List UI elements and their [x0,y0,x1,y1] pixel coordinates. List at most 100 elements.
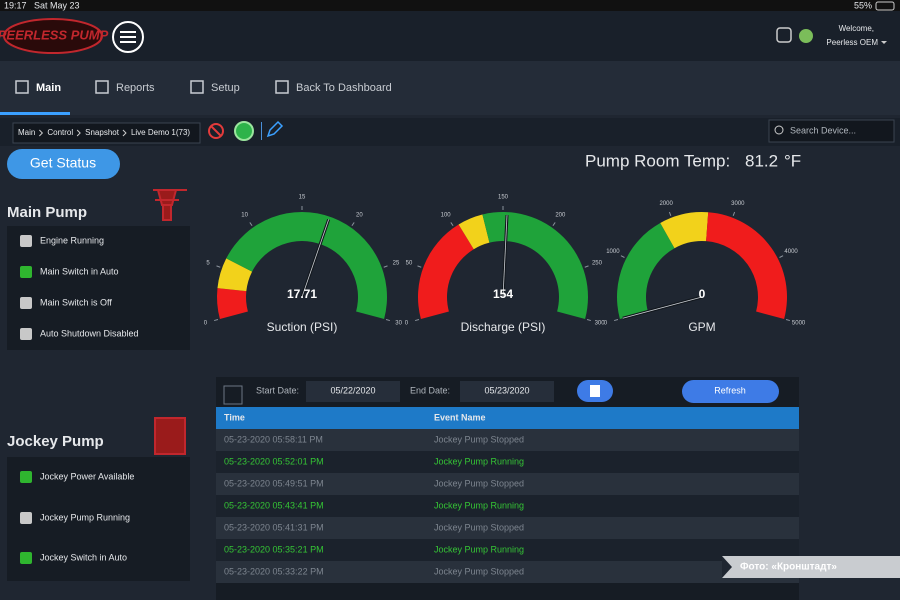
table-row[interactable] [216,539,799,561]
gauge-tick-label: 20 [356,213,363,219]
start-date-value: 05/22/2020 [330,385,375,395]
nav-icon[interactable] [190,80,204,94]
gauge-tick-label: 5000 [792,320,806,326]
table-row[interactable] [216,495,799,517]
battery-icon [875,1,895,11]
breadcrumb-sep [122,129,127,137]
nav-icon[interactable] [95,80,109,94]
room-temp-value: 81.2 [745,151,778,170]
jockey-pump-title: Jockey Pump [7,433,104,450]
end-date-value: 05/23/2020 [484,385,529,395]
breadcrumb-box [12,122,201,144]
indicator-label: Main Switch is Off [40,297,112,307]
indicator [20,471,32,483]
gauge-tick [779,255,784,258]
gauge-tick [216,265,221,268]
nav-icon[interactable] [15,80,29,94]
get-status-button[interactable] [7,149,120,179]
gauge-tick-label: 0 [604,320,608,326]
gauge-tick [213,319,219,322]
devices-icon[interactable] [776,27,792,43]
room-temp-label: Pump Room Temp: [585,151,730,170]
gauge-needle-shine [622,296,703,319]
gauge-value: 154 [493,287,513,301]
event-time: 05-23-2020 05:52:01 PM [224,456,324,466]
notification-badge[interactable] [799,29,813,43]
breadcrumb-item[interactable]: Control [47,128,73,137]
watermark-bg [722,556,900,578]
table-row[interactable] [216,561,799,583]
edit-icon[interactable] [266,120,284,138]
nav-item[interactable]: Reports [116,82,155,94]
breadcrumb-item[interactable]: Main [18,128,35,137]
breadcrumb-sep [76,129,81,137]
gauge-value: 0 [699,287,706,301]
breadcrumb-item[interactable]: Snapshot [85,128,120,137]
indicator [20,552,32,564]
gauge-tick-label: 300 [595,320,606,326]
menu-button[interactable] [112,21,144,53]
event-name: Jockey Pump Stopped [434,566,524,576]
gauge-tick-label: 3000 [731,201,745,207]
nav-item[interactable]: Back To Dashboard [296,82,392,94]
indicator [20,328,32,340]
jockey-pump-panel [7,457,190,581]
gauge-band [418,224,474,319]
gauge-needle-shine [502,215,508,298]
table-row[interactable] [216,517,799,539]
end-date-input[interactable] [460,381,554,402]
status-light[interactable] [234,121,254,141]
gauge-band [226,212,387,319]
start-date-input[interactable] [306,381,400,402]
main-pump-icon [153,189,187,221]
status-battery: 55% [854,0,872,10]
column-header: Time [224,412,245,422]
indicator [20,512,32,524]
indicator-label: Auto Shutdown Disabled [40,328,139,338]
event-name: Jockey Pump Running [434,544,524,554]
nav-item[interactable]: Main [36,82,61,94]
breadcrumb-sep [38,129,44,137]
gauge-band [216,288,248,319]
search-box[interactable] [768,119,895,143]
gauge-tick-label: 10 [241,213,248,219]
search-placeholder: Search Device... [790,125,856,135]
table-row[interactable] [216,429,799,451]
gauge-label: GPM [688,320,715,334]
event-name: Jockey Pump Stopped [434,478,524,488]
gauge-tick-label: 250 [592,260,603,266]
gauge-tick [385,319,391,322]
stop-icon[interactable] [208,123,224,139]
status-bar [0,0,900,11]
logo-badge[interactable] [3,18,103,54]
indicator-label: Jockey Power Available [40,471,134,481]
gauge-tick-label: 4000 [784,249,798,255]
gauge-tick [732,211,736,216]
gauge-band [706,212,787,319]
expand-icon[interactable] [223,385,243,405]
user-name[interactable]: Peerless OEM [826,38,878,47]
gauge-tick [620,255,625,258]
nav-item[interactable]: Setup [211,82,240,94]
export-icon [590,385,600,397]
gauge-tick [383,265,388,268]
breadcrumb-item[interactable]: Live Demo 1(73) [131,128,190,137]
column-header: Event Name [434,412,486,422]
gauge-band [617,222,675,319]
refresh-button[interactable] [682,380,779,403]
menu-icon [120,31,136,43]
gauge-tick [417,265,422,268]
nav-icon[interactable] [275,80,289,94]
gauge-tick [586,319,592,322]
room-temp-unit: °F [784,151,801,170]
gauge-tick [450,222,454,227]
table-row[interactable] [216,451,799,473]
event-time: 05-23-2020 05:58:11 PM [224,434,323,444]
gauge-tick-label: 100 [441,213,452,219]
gauge-tick-label: 0 [204,320,208,326]
table-row[interactable] [216,473,799,495]
event-name: Jockey Pump Running [434,456,524,466]
gauge-tick-label: 200 [555,213,566,219]
nav-active-indicator [0,112,70,115]
